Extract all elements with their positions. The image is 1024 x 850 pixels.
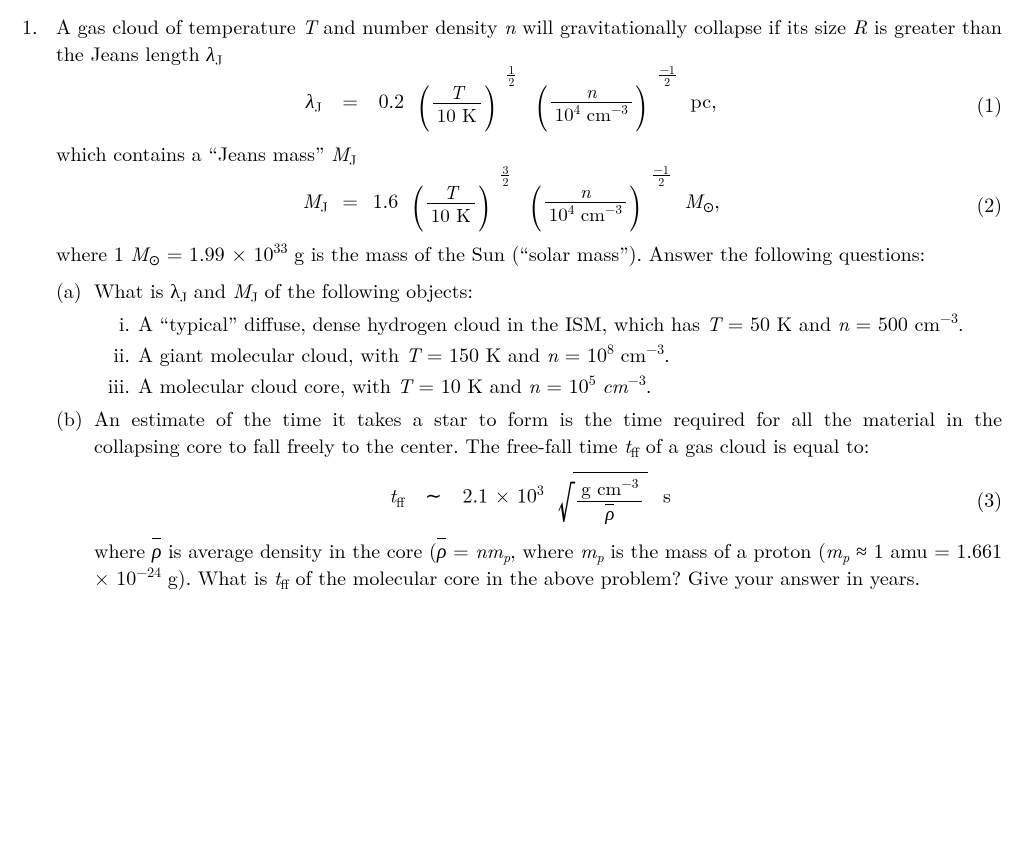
part-b: (b) An estimate of the time it takes a s… [56,404,1002,590]
part-a-iii-label: iii. [94,371,138,398]
mid-text-1: which contains a “Jeans mass” MJ [56,139,1002,166]
part-a-label: (a) [56,276,94,398]
equation-1-tag: (1) [966,90,1002,117]
part-a-ii-label: ii. [94,340,138,367]
where-text: where 1 M⊙ = 1.99 × 1033 g is the mass o… [56,239,1002,266]
page: 1. A gas cloud of temperature T and numb… [0,0,1024,610]
part-a: (a) What is λJ and MJ of the following o… [56,276,1002,398]
equation-3: tff ∼ 2.1 × 103 √ g cm−3 ρ [94,472,1002,524]
equation-3-tag: (3) [966,485,1002,512]
problem-body: A gas cloud of temperature T and number … [56,12,1002,590]
problem-1: 1. A gas cloud of temperature T and numb… [22,12,1002,590]
equation-1: λJ = 0.2 (T10 K) 12 (n104 cm−3) −12 pc, … [56,80,1002,127]
part-b-label: (b) [56,404,94,590]
intro-text: A gas cloud of temperature T and number … [56,12,1002,66]
equation-2: MJ = 1.6 (T10 K) 32 (n104 cm−3) −12 M⊙, … [56,180,1002,227]
part-a-i: i. A “typical” diffuse, dense hydrogen c… [94,309,1002,336]
equation-2-tag: (2) [966,190,1002,217]
part-a-iii: iii. A molecular cloud core, with T = 10… [94,371,1002,398]
part-a-ii: ii. A giant molecular cloud, with T = 15… [94,340,1002,367]
part-a-question: What is λJ and MJ of the following objec… [94,276,1002,303]
problem-number: 1. [22,12,56,590]
part-b-text-1: An estimate of the time it takes a star … [94,404,1002,458]
part-a-i-label: i. [94,309,138,336]
part-b-text-2: where ρ is average density in the core (… [94,536,1002,590]
